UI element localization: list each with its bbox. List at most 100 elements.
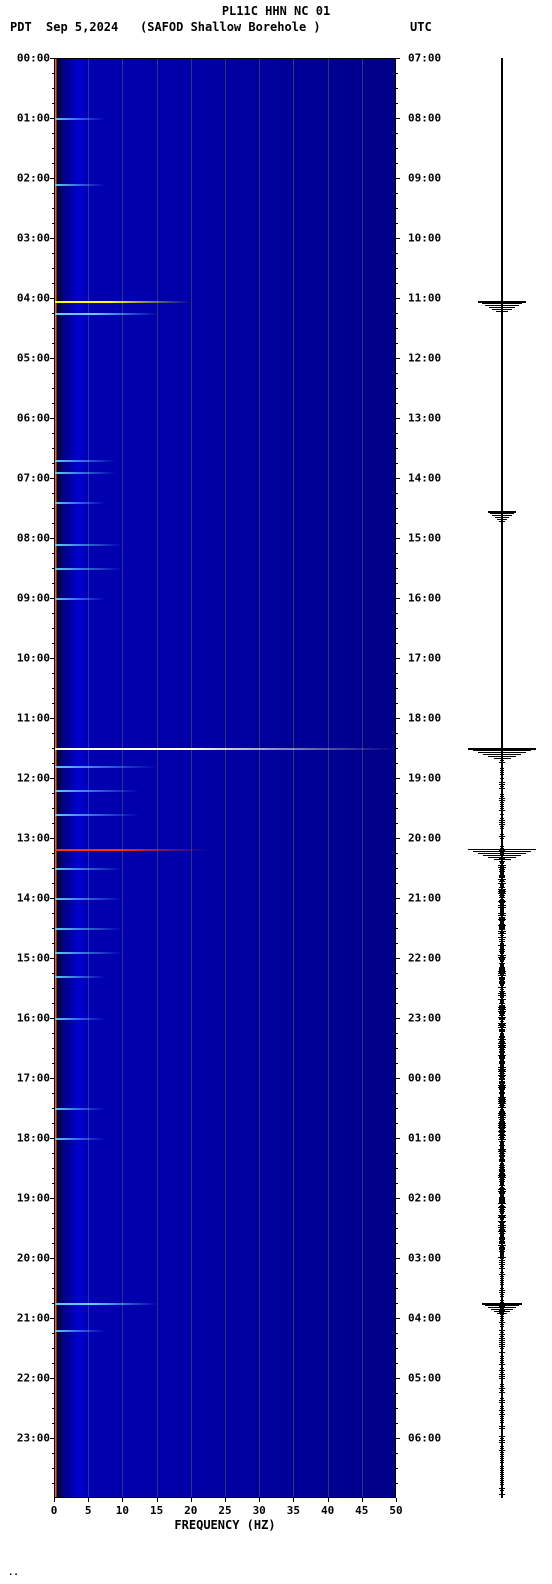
seismogram-noise bbox=[498, 1117, 506, 1118]
seismogram-event-decay bbox=[490, 513, 513, 514]
y-minor-tick-left bbox=[52, 283, 54, 284]
seismogram-noise bbox=[500, 1438, 503, 1439]
seismogram-noise bbox=[498, 987, 505, 988]
spectrogram-faint-event bbox=[54, 1330, 105, 1332]
station-title: PL11C HHN NC 01 bbox=[0, 4, 552, 18]
seismogram-noise bbox=[498, 913, 506, 914]
seismogram-noise bbox=[499, 1346, 505, 1347]
seismogram-noise bbox=[500, 1288, 503, 1289]
seismogram-noise bbox=[499, 800, 504, 801]
x-tick-label: 45 bbox=[355, 1504, 368, 1517]
seismogram-noise bbox=[500, 1143, 504, 1144]
seismogram-event-decay bbox=[488, 857, 515, 858]
y-minor-tick-right bbox=[396, 463, 398, 464]
seismogram-noise bbox=[498, 1023, 506, 1024]
y-tick-mark-left bbox=[50, 1198, 54, 1199]
seismogram-noise bbox=[499, 1388, 505, 1389]
seismogram-noise bbox=[499, 1167, 506, 1168]
y-minor-tick-left bbox=[52, 973, 54, 974]
y-tick-mark-right bbox=[396, 178, 400, 179]
y-tick-mark-left bbox=[50, 1378, 54, 1379]
y-minor-tick-left bbox=[52, 133, 54, 134]
seismogram-noise bbox=[499, 1201, 504, 1202]
x-tick-label: 20 bbox=[184, 1504, 197, 1517]
seismogram-noise bbox=[500, 1001, 504, 1002]
y-minor-tick-left bbox=[52, 268, 54, 269]
seismogram-noise bbox=[500, 903, 505, 904]
seismogram-noise bbox=[500, 1272, 504, 1273]
y-minor-tick-left bbox=[52, 73, 54, 74]
seismogram-noise bbox=[499, 1229, 506, 1230]
seismogram-noise bbox=[498, 1025, 505, 1026]
y-minor-tick-left bbox=[52, 1273, 54, 1274]
seismogram-noise bbox=[500, 1157, 505, 1158]
y-minor-tick-left bbox=[52, 928, 54, 929]
y-tick-right-label: 20:00 bbox=[408, 832, 441, 845]
spectrogram-faint-event bbox=[54, 184, 105, 186]
seismogram-noise bbox=[499, 951, 505, 952]
seismogram-noise bbox=[500, 965, 504, 966]
seismogram-noise bbox=[499, 1344, 504, 1345]
seismogram-noise bbox=[499, 762, 504, 763]
seismogram-noise bbox=[498, 1107, 506, 1108]
y-minor-tick-right bbox=[396, 1093, 398, 1094]
seismogram-noise bbox=[500, 873, 504, 874]
seismogram-noise bbox=[498, 1127, 507, 1128]
y-minor-tick-right bbox=[396, 268, 398, 269]
y-minor-tick-right bbox=[396, 1273, 398, 1274]
y-minor-tick-left bbox=[52, 793, 54, 794]
seismogram-noise bbox=[500, 985, 504, 986]
seismogram-noise bbox=[499, 861, 505, 862]
seismogram-event-decay bbox=[488, 756, 515, 757]
y-tick-left-label: 12:00 bbox=[17, 772, 50, 785]
seismogram-noise bbox=[501, 790, 504, 791]
seismogram-noise bbox=[499, 1494, 505, 1495]
y-tick-left-label: 16:00 bbox=[17, 1012, 50, 1025]
y-minor-tick-left bbox=[52, 1168, 54, 1169]
seismogram-event-decay bbox=[485, 305, 518, 306]
seismogram-noise bbox=[501, 1444, 504, 1445]
y-minor-tick-left bbox=[52, 463, 54, 464]
seismogram-noise bbox=[499, 897, 506, 898]
seismogram-noise bbox=[499, 810, 505, 811]
y-tick-left-label: 03:00 bbox=[17, 232, 50, 245]
seismogram-noise bbox=[501, 842, 504, 843]
spectrogram-faint-event bbox=[54, 868, 122, 870]
seismogram-noise bbox=[498, 905, 506, 906]
spectrogram-faint-event bbox=[54, 118, 105, 120]
seismogram-noise bbox=[499, 1037, 504, 1038]
y-tick-left-label: 07:00 bbox=[17, 472, 50, 485]
y-minor-tick-left bbox=[52, 1183, 54, 1184]
seismogram-noise bbox=[499, 969, 506, 970]
seismogram-noise bbox=[501, 1354, 504, 1355]
seismogram-noise bbox=[500, 1035, 504, 1036]
x-tick-label: 10 bbox=[116, 1504, 129, 1517]
seismogram-noise bbox=[499, 941, 504, 942]
seismogram-noise bbox=[501, 792, 503, 793]
seismogram-noise bbox=[498, 1099, 507, 1100]
seismogram-noise bbox=[498, 1177, 505, 1178]
y-tick-right-label: 01:00 bbox=[408, 1132, 441, 1145]
seismogram-noise bbox=[500, 1021, 505, 1022]
seismogram-noise bbox=[501, 1396, 504, 1397]
spectrogram-faint-event bbox=[54, 766, 157, 768]
y-minor-tick-right bbox=[396, 508, 398, 509]
seismogram-noise bbox=[499, 1211, 505, 1212]
seismogram-noise bbox=[498, 1123, 505, 1124]
y-minor-tick-left bbox=[52, 403, 54, 404]
y-minor-tick-right bbox=[396, 88, 398, 89]
seismogram-noise bbox=[501, 1366, 503, 1367]
seismogram-noise bbox=[500, 885, 504, 886]
seismogram-noise bbox=[499, 1243, 505, 1244]
spectrogram-faint-event bbox=[54, 928, 122, 930]
seismogram-noise bbox=[500, 778, 504, 779]
y-minor-tick-right bbox=[396, 1063, 398, 1064]
y-tick-left-label: 09:00 bbox=[17, 592, 50, 605]
y-minor-tick-left bbox=[52, 568, 54, 569]
y-tick-left-label: 11:00 bbox=[17, 712, 50, 725]
seismogram-noise bbox=[498, 1207, 506, 1208]
y-tick-right-label: 08:00 bbox=[408, 112, 441, 125]
seismogram-event-decay bbox=[492, 515, 511, 516]
y-tick-mark-left bbox=[50, 898, 54, 899]
seismogram-noise bbox=[498, 931, 506, 932]
